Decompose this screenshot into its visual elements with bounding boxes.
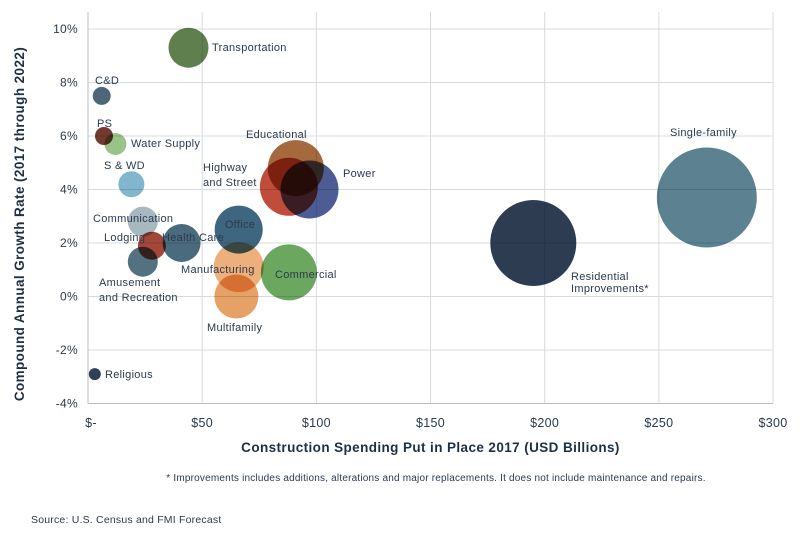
bubble-commercial: [260, 244, 317, 301]
y-tick-label-4: 2%: [60, 236, 78, 250]
bubble-label-office: Office: [225, 219, 255, 231]
x-tick-label-2: $100: [302, 416, 331, 430]
bubble-health-care: [162, 224, 201, 262]
x-tick-label-3: $150: [416, 416, 445, 430]
bubble-label-single-family: Single-family: [670, 127, 737, 139]
source-line: Source: U.S. Census and FMI Forecast: [31, 514, 222, 526]
bubble-label-residential-improvements-line2: Improvements*: [571, 283, 649, 295]
bubble-residential-improvements: [490, 200, 577, 286]
bubble-c-d: [92, 86, 111, 105]
bubble-label-communication: Communication: [93, 213, 173, 225]
y-tick-label-5: 0%: [60, 290, 78, 304]
bubble-label-residential-improvements-line1: Residential: [571, 271, 629, 283]
y-tick-label-7: -4%: [56, 397, 78, 411]
bubble-label-amusement-and-recreation-line1: Amusement: [99, 277, 160, 289]
bubble-label-water-supply: Water Supply: [131, 138, 200, 150]
bubble-label-highway-and-street-line1: Highway: [203, 162, 247, 174]
bubble-communication: [127, 206, 158, 237]
bubble-label-lodging: Lodging: [104, 232, 145, 244]
x-tick-label-6: $300: [758, 416, 787, 430]
bubble-label-ps: PS: [97, 118, 112, 130]
y-tick-label-2: 6%: [60, 129, 78, 143]
footnote: * Improvements includes additions, alter…: [166, 473, 706, 484]
bubble-multifamily: [214, 274, 259, 319]
bubble-label-multifamily: Multifamily: [207, 322, 262, 334]
bubble-label-s-wd: S & WD: [104, 160, 145, 172]
bubble-label-educational: Educational: [246, 129, 307, 141]
x-tick-label-0: $-: [85, 416, 97, 430]
bubble-single-family: [656, 147, 757, 248]
y-tick-label-1: 8%: [60, 76, 78, 90]
bubble-amusement-and-recreation: [127, 246, 158, 277]
bubble-power: [280, 160, 339, 219]
bubble-religious: [88, 368, 101, 381]
bubble-office: [214, 205, 263, 254]
bubble-label-amusement-and-recreation-line2: and Recreation: [99, 292, 178, 304]
x-tick-label-1: $50: [191, 416, 213, 430]
bubble-label-power: Power: [343, 168, 376, 180]
bubble-s-wd: [118, 171, 145, 198]
y-tick-label-6: -2%: [56, 343, 78, 357]
y-tick-label-0: 10%: [53, 22, 78, 36]
x-tick-label-5: $250: [644, 416, 673, 430]
bubble-transportation: [168, 27, 209, 68]
x-tick-label-4: $200: [530, 416, 559, 430]
bubble-label-highway-and-street-line2: and Street: [203, 177, 257, 189]
bubble-label-c-d: C&D: [95, 75, 119, 87]
bubble-label-manufacturing: Manufacturing: [181, 264, 255, 276]
bubble-label-transportation: Transportation: [212, 42, 287, 54]
bubble-label-health-care: Health Care: [162, 232, 224, 244]
bubble-water-supply: [104, 133, 127, 155]
bubble-label-religious: Religious: [105, 369, 153, 381]
y-axis-title: Compound Annual Growth Rate (2017 throug…: [12, 46, 27, 402]
bubble-label-commercial: Commercial: [275, 269, 337, 281]
x-axis-title: Construction Spending Put in Place 2017 …: [241, 440, 620, 455]
y-tick-label-3: 4%: [60, 183, 78, 197]
